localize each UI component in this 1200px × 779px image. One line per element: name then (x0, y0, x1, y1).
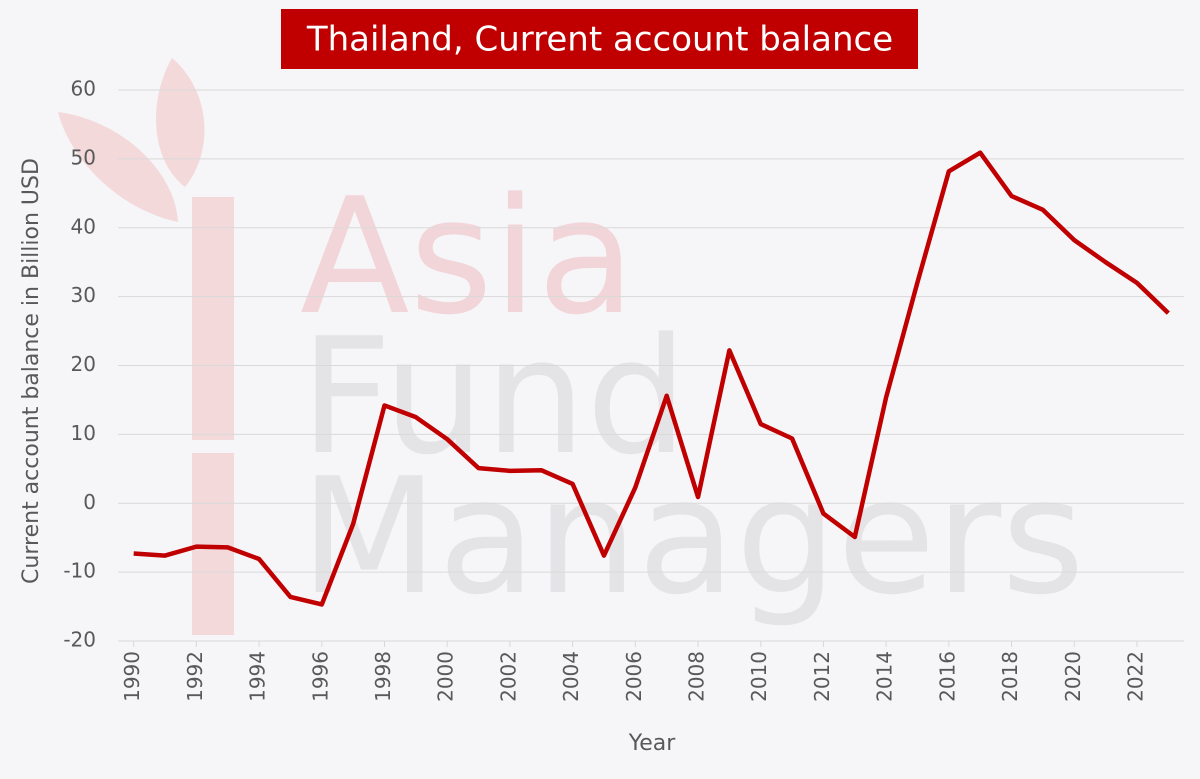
y-tick-label: -10 (63, 559, 96, 583)
y-tick-label: 0 (83, 490, 96, 514)
y-tick-label: 20 (71, 352, 96, 376)
bamboo-logo (58, 58, 234, 635)
y-axis-label: Current account balance in Billion USD (19, 158, 44, 584)
x-axis-label: Year (628, 731, 677, 756)
x-tick-label: 1994 (246, 651, 270, 702)
x-tick-label: 1998 (371, 651, 395, 702)
x-tick-label: 2002 (496, 651, 520, 702)
x-tick-label: 2016 (935, 651, 959, 702)
x-tick-label: 2008 (685, 651, 709, 702)
x-tick-label: 2004 (559, 651, 583, 702)
watermark-word: Fund (300, 303, 688, 490)
y-tick-label: -20 (63, 628, 96, 652)
x-tick-label: 2020 (1061, 651, 1085, 702)
x-tick-label: 2000 (434, 651, 458, 702)
x-tick-label: 2018 (998, 651, 1022, 702)
x-tick-label: 1990 (120, 651, 144, 702)
y-tick-label: 30 (71, 283, 96, 307)
x-tick-label: 2006 (622, 651, 646, 702)
x-tick-label: 2012 (810, 651, 834, 702)
x-tick-label: 2022 (1123, 651, 1147, 702)
x-tick-label: 1996 (308, 651, 332, 702)
chart-title: Thailand, Current account balance (306, 20, 893, 60)
data-line (133, 150, 1170, 607)
watermark-word: Asia (300, 163, 635, 350)
y-tick-label: 10 (71, 421, 96, 445)
x-tick-label: 1992 (183, 651, 207, 702)
y-tick-label: 50 (71, 145, 96, 169)
title-box (281, 9, 918, 69)
x-tick-label: 2010 (747, 651, 771, 702)
y-tick-label: 60 (71, 77, 96, 101)
watermark-word: Managers (300, 443, 1085, 630)
y-tick-label: 40 (71, 214, 96, 238)
x-tick-label: 2014 (873, 651, 897, 702)
